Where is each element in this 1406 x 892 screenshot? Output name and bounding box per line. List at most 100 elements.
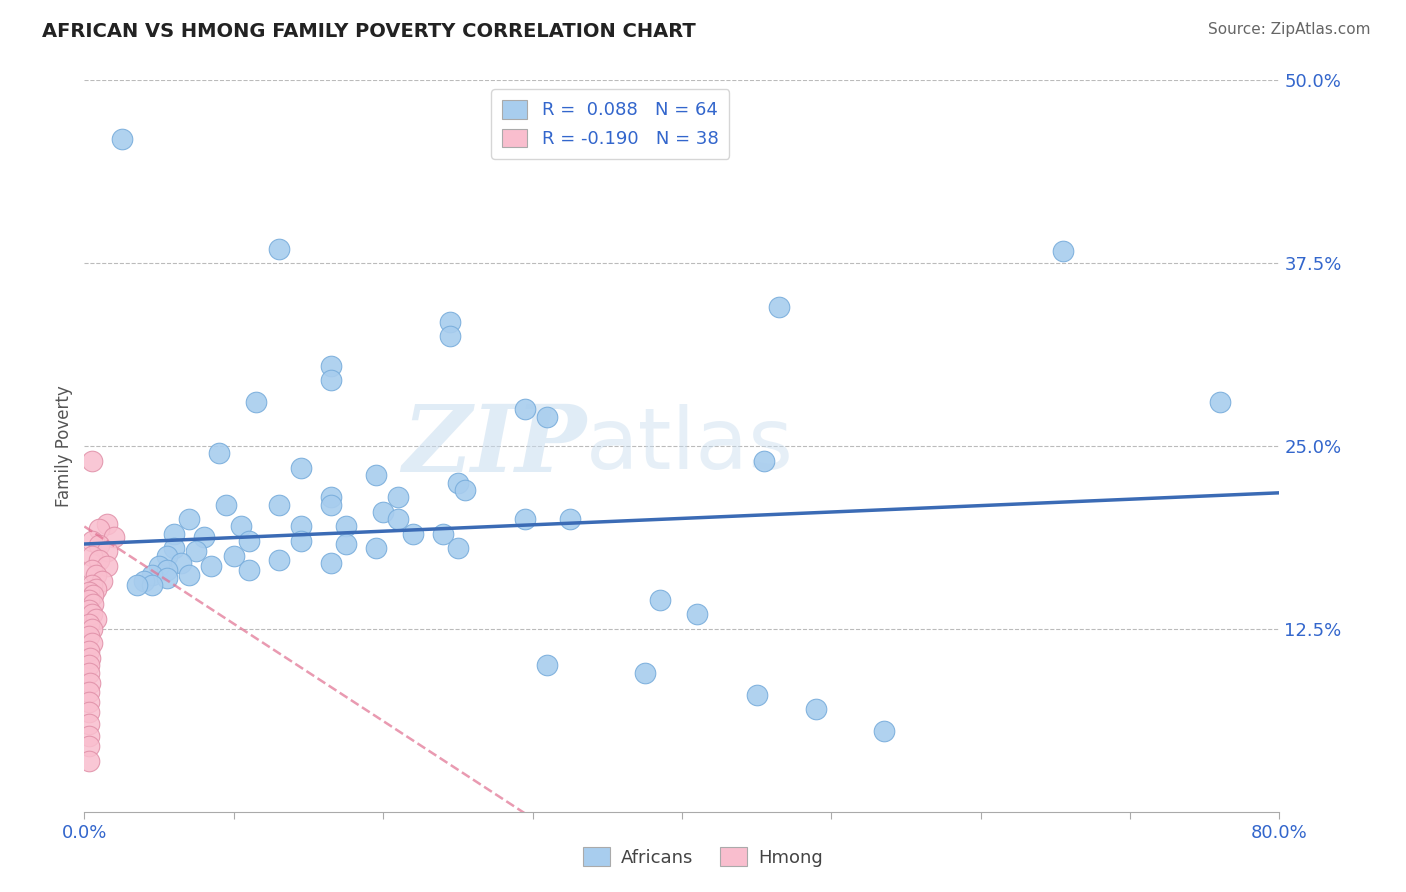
- Point: [163, 526, 186, 541]
- Point: [177, 567, 200, 582]
- Point: [77, 717, 100, 731]
- Point: [335, 537, 357, 551]
- Point: [447, 541, 470, 556]
- Point: [141, 578, 163, 592]
- Point: [77, 705, 100, 719]
- Point: [267, 242, 290, 256]
- Point: [77, 754, 100, 768]
- Point: [768, 300, 790, 314]
- Point: [806, 702, 828, 716]
- Point: [454, 483, 477, 497]
- Point: [364, 468, 387, 483]
- Point: [447, 475, 470, 490]
- Point: [513, 512, 536, 526]
- Point: [125, 578, 148, 592]
- Point: [319, 359, 342, 373]
- Point: [132, 574, 156, 588]
- Point: [80, 563, 103, 577]
- Point: [1209, 395, 1232, 409]
- Point: [77, 695, 100, 709]
- Point: [86, 612, 108, 626]
- Point: [103, 530, 125, 544]
- Point: [77, 592, 100, 607]
- Point: [536, 409, 558, 424]
- Point: [319, 373, 342, 387]
- Point: [432, 526, 454, 541]
- Point: [77, 603, 100, 617]
- Point: [752, 453, 775, 467]
- Point: [77, 644, 100, 658]
- Point: [141, 567, 163, 582]
- Point: [290, 534, 312, 549]
- Point: [96, 544, 118, 558]
- Text: Source: ZipAtlas.com: Source: ZipAtlas.com: [1208, 22, 1371, 37]
- Y-axis label: Family Poverty: Family Poverty: [55, 385, 73, 507]
- Point: [82, 597, 104, 611]
- Point: [648, 592, 671, 607]
- Point: [79, 676, 101, 690]
- Point: [77, 658, 100, 673]
- Point: [80, 578, 103, 592]
- Point: [319, 490, 342, 504]
- Point: [319, 498, 342, 512]
- Point: [536, 658, 558, 673]
- Point: [80, 607, 103, 622]
- Point: [387, 512, 409, 526]
- Point: [82, 588, 104, 602]
- Point: [177, 512, 200, 526]
- Point: [80, 636, 103, 650]
- Point: [267, 498, 290, 512]
- Point: [155, 571, 177, 585]
- Point: [77, 617, 100, 632]
- Point: [513, 402, 536, 417]
- Point: [170, 556, 193, 570]
- Point: [1052, 244, 1074, 259]
- Point: [193, 530, 215, 544]
- Point: [89, 539, 111, 553]
- Point: [77, 739, 100, 753]
- Point: [267, 553, 290, 567]
- Point: [96, 516, 118, 531]
- Point: [222, 549, 245, 563]
- Point: [186, 544, 208, 558]
- Text: ZIP: ZIP: [402, 401, 586, 491]
- Point: [245, 395, 267, 409]
- Point: [80, 622, 103, 636]
- Point: [80, 549, 103, 563]
- Point: [387, 490, 409, 504]
- Text: AFRICAN VS HMONG FAMILY POVERTY CORRELATION CHART: AFRICAN VS HMONG FAMILY POVERTY CORRELAT…: [42, 22, 696, 41]
- Point: [96, 558, 118, 573]
- Point: [86, 582, 108, 597]
- Point: [200, 558, 222, 573]
- Point: [319, 556, 342, 570]
- Point: [148, 558, 170, 573]
- Point: [80, 534, 103, 549]
- Point: [238, 563, 260, 577]
- Point: [89, 553, 111, 567]
- Point: [111, 132, 134, 146]
- Point: [86, 567, 108, 582]
- Point: [231, 519, 253, 533]
- Point: [89, 522, 111, 536]
- Point: [155, 563, 177, 577]
- Point: [77, 629, 100, 643]
- Point: [91, 574, 114, 588]
- Legend: Africans, Hmong: Africans, Hmong: [575, 840, 831, 874]
- Text: atlas: atlas: [586, 404, 794, 488]
- Point: [872, 724, 894, 739]
- Point: [77, 685, 100, 699]
- Point: [439, 315, 461, 329]
- Point: [163, 541, 186, 556]
- Point: [439, 329, 461, 343]
- Point: [215, 498, 238, 512]
- Point: [77, 665, 100, 680]
- Legend: R =  0.088   N = 64, R = -0.190   N = 38: R = 0.088 N = 64, R = -0.190 N = 38: [491, 89, 730, 159]
- Point: [402, 526, 425, 541]
- Point: [335, 519, 357, 533]
- Point: [238, 534, 260, 549]
- Point: [77, 585, 100, 599]
- Point: [290, 461, 312, 475]
- Point: [633, 665, 655, 680]
- Point: [290, 519, 312, 533]
- Point: [77, 729, 100, 743]
